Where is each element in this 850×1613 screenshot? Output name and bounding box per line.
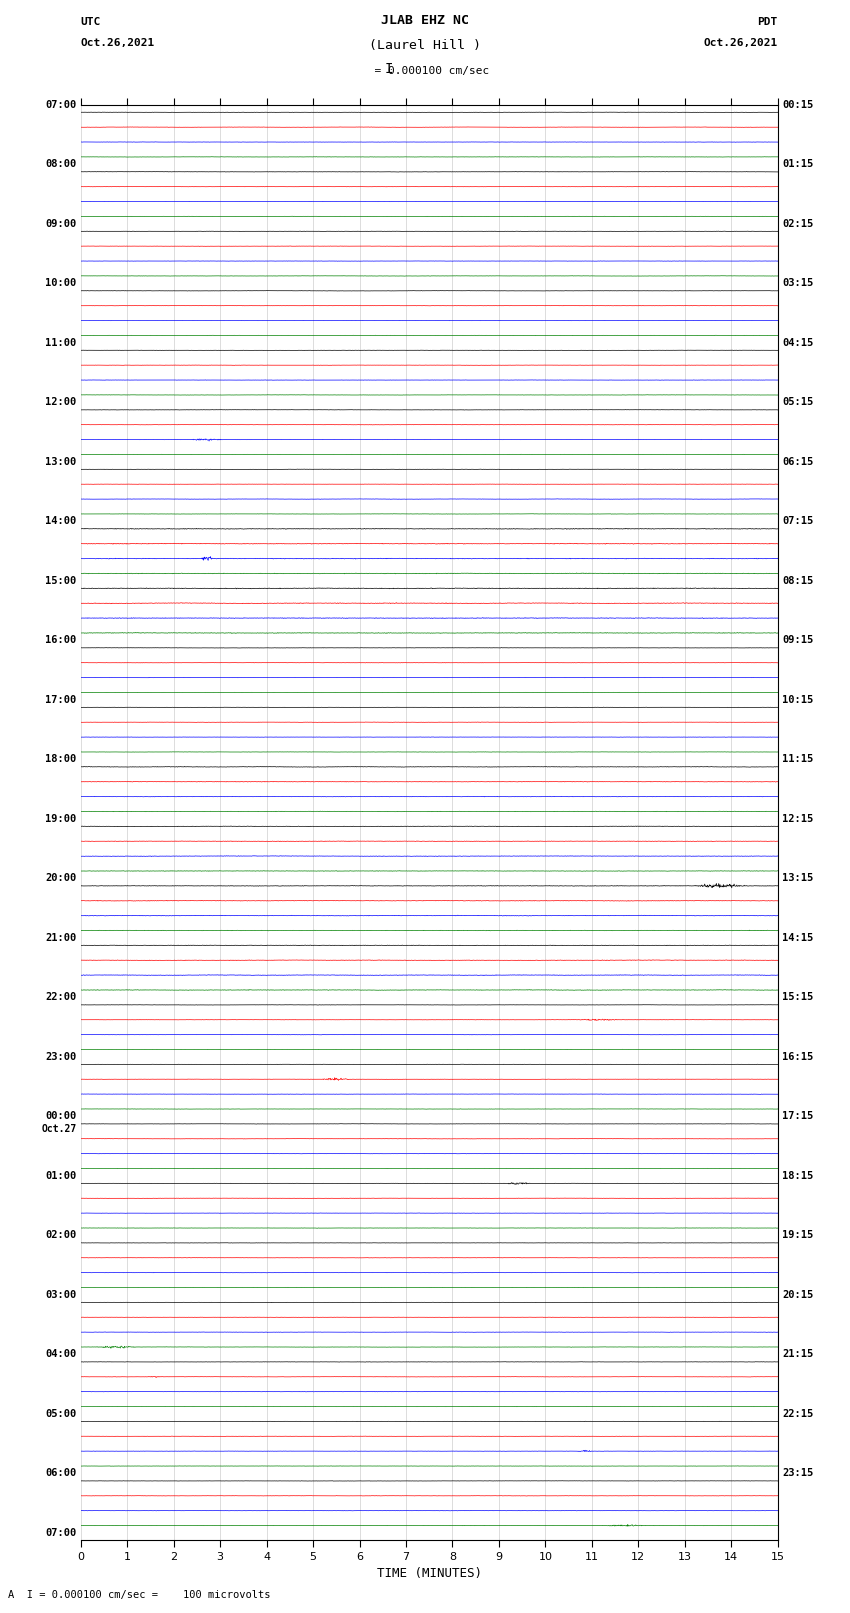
Text: 09:00: 09:00 bbox=[45, 219, 76, 229]
Text: 12:00: 12:00 bbox=[45, 397, 76, 408]
Text: 19:00: 19:00 bbox=[45, 815, 76, 824]
Text: Oct.27: Oct.27 bbox=[42, 1124, 76, 1134]
Text: 16:15: 16:15 bbox=[782, 1052, 813, 1061]
Text: 18:15: 18:15 bbox=[782, 1171, 813, 1181]
Text: 10:15: 10:15 bbox=[782, 695, 813, 705]
Text: (Laurel Hill ): (Laurel Hill ) bbox=[369, 39, 481, 52]
Text: 15:00: 15:00 bbox=[45, 576, 76, 586]
Text: 20:15: 20:15 bbox=[782, 1290, 813, 1300]
Text: JLAB EHZ NC: JLAB EHZ NC bbox=[381, 15, 469, 27]
Text: 04:00: 04:00 bbox=[45, 1350, 76, 1360]
Text: 05:15: 05:15 bbox=[782, 397, 813, 408]
Text: UTC: UTC bbox=[81, 18, 101, 27]
Text: 03:15: 03:15 bbox=[782, 279, 813, 289]
Text: 23:00: 23:00 bbox=[45, 1052, 76, 1061]
Text: 02:00: 02:00 bbox=[45, 1231, 76, 1240]
Text: 01:15: 01:15 bbox=[782, 160, 813, 169]
Text: 02:15: 02:15 bbox=[782, 219, 813, 229]
Text: 17:15: 17:15 bbox=[782, 1111, 813, 1121]
Text: 06:00: 06:00 bbox=[45, 1468, 76, 1479]
Text: 22:15: 22:15 bbox=[782, 1410, 813, 1419]
Text: 12:15: 12:15 bbox=[782, 815, 813, 824]
Text: 13:15: 13:15 bbox=[782, 873, 813, 884]
Text: 10:00: 10:00 bbox=[45, 279, 76, 289]
Text: = 0.000100 cm/sec: = 0.000100 cm/sec bbox=[361, 66, 489, 76]
Text: 21:00: 21:00 bbox=[45, 932, 76, 944]
Text: 14:15: 14:15 bbox=[782, 932, 813, 944]
Text: 00:15: 00:15 bbox=[782, 100, 813, 110]
Text: 11:15: 11:15 bbox=[782, 755, 813, 765]
Text: 00:00: 00:00 bbox=[45, 1111, 76, 1121]
Text: 13:00: 13:00 bbox=[45, 456, 76, 466]
X-axis label: TIME (MINUTES): TIME (MINUTES) bbox=[377, 1568, 482, 1581]
Text: 21:15: 21:15 bbox=[782, 1350, 813, 1360]
Text: 16:00: 16:00 bbox=[45, 636, 76, 645]
Text: 01:00: 01:00 bbox=[45, 1171, 76, 1181]
Text: 19:15: 19:15 bbox=[782, 1231, 813, 1240]
Text: 23:15: 23:15 bbox=[782, 1468, 813, 1479]
Text: Oct.26,2021: Oct.26,2021 bbox=[704, 39, 778, 48]
Text: 07:15: 07:15 bbox=[782, 516, 813, 526]
Text: Oct.26,2021: Oct.26,2021 bbox=[81, 39, 155, 48]
Text: 08:00: 08:00 bbox=[45, 160, 76, 169]
Text: 04:15: 04:15 bbox=[782, 337, 813, 348]
Text: A  I = 0.000100 cm/sec =    100 microvolts: A I = 0.000100 cm/sec = 100 microvolts bbox=[8, 1590, 271, 1600]
Text: 17:00: 17:00 bbox=[45, 695, 76, 705]
Text: 07:00: 07:00 bbox=[45, 1528, 76, 1537]
Text: 11:00: 11:00 bbox=[45, 337, 76, 348]
Text: I: I bbox=[385, 61, 394, 76]
Text: 07:00: 07:00 bbox=[45, 100, 76, 110]
Text: 20:00: 20:00 bbox=[45, 873, 76, 884]
Text: 08:15: 08:15 bbox=[782, 576, 813, 586]
Text: 22:00: 22:00 bbox=[45, 992, 76, 1002]
Text: 14:00: 14:00 bbox=[45, 516, 76, 526]
Text: 05:00: 05:00 bbox=[45, 1410, 76, 1419]
Text: 03:00: 03:00 bbox=[45, 1290, 76, 1300]
Text: 06:15: 06:15 bbox=[782, 456, 813, 466]
Text: 18:00: 18:00 bbox=[45, 755, 76, 765]
Text: PDT: PDT bbox=[757, 18, 778, 27]
Text: 09:15: 09:15 bbox=[782, 636, 813, 645]
Text: 15:15: 15:15 bbox=[782, 992, 813, 1002]
